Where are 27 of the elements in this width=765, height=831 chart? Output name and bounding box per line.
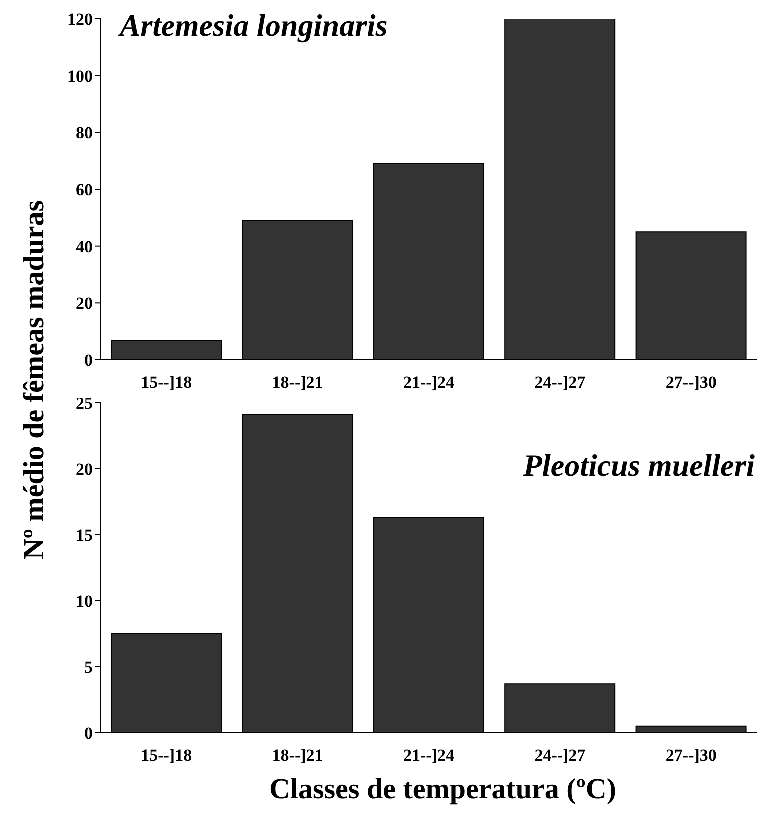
y-tick-label: 10 [76, 592, 93, 612]
x-tick-label: 15--]18 [141, 373, 192, 392]
y-tick-label: 60 [76, 180, 93, 200]
y-tick-label: 0 [84, 351, 93, 370]
y-tick-label: 25 [76, 394, 93, 414]
x-tick-label: 21--]24 [404, 746, 455, 766]
x-tick-label: 24--]27 [534, 746, 586, 766]
x-tick-label: 21--]24 [404, 373, 455, 392]
y-tick-label: 15 [76, 526, 93, 546]
y-tick-label: 40 [76, 237, 93, 256]
x-tick-label: 15--]18 [141, 746, 192, 766]
y-tick-label: 20 [76, 460, 93, 480]
x-tick-label: 18--]21 [272, 746, 324, 766]
x-tick-label: 27--]30 [666, 746, 717, 766]
y-tick-label: 0 [84, 724, 93, 744]
x-tick-label: 27--]30 [666, 373, 717, 392]
y-tick-label: 100 [68, 66, 93, 86]
y-tick-label: 5 [84, 658, 93, 678]
y-axis-title: Nº médio de fêmeas maduras [18, 200, 52, 560]
x-tick-label: 24--]27 [534, 373, 586, 392]
y-tick-label: 20 [76, 294, 93, 314]
x-axis-title: Classes de temperatura (ºC) [269, 774, 617, 806]
chart-title: Artemesia longinaris [120, 8, 388, 44]
text: Pleoticus muelleri [523, 448, 755, 484]
y-tick-label: 80 [76, 124, 93, 143]
x-tick-label: 18--]21 [272, 373, 324, 392]
y-tick-label: 120 [68, 10, 93, 30]
